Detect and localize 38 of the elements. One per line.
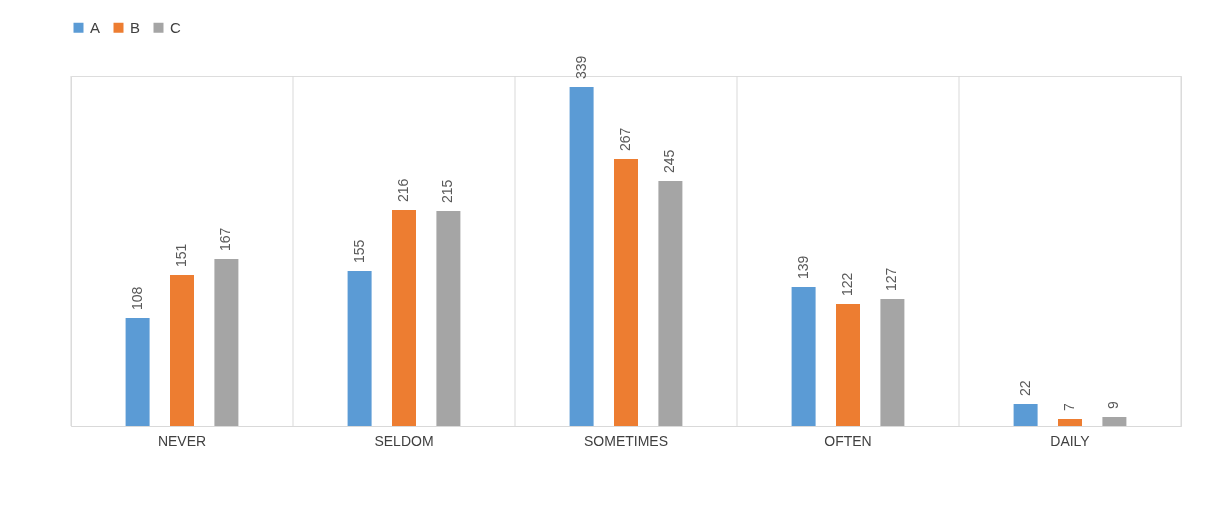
legend-label: C xyxy=(170,18,181,36)
x-tick-label: OFTEN xyxy=(824,432,872,449)
bar xyxy=(392,210,416,426)
x-tick-label: DAILY xyxy=(1050,432,1091,449)
data-label: 139 xyxy=(794,255,811,279)
x-tick-label: SELDOM xyxy=(374,432,434,449)
data-label: 339 xyxy=(572,55,589,79)
bar xyxy=(569,87,594,426)
legend-label: B xyxy=(130,18,141,36)
bar xyxy=(125,318,150,426)
bar xyxy=(836,304,860,426)
bar xyxy=(436,211,461,426)
data-label: 127 xyxy=(883,267,900,291)
bar xyxy=(1013,404,1038,426)
x-tick-label: NEVER xyxy=(157,432,207,449)
bar xyxy=(1058,419,1082,426)
data-label: 151 xyxy=(173,243,189,267)
x-tick-label: SOMETIMES xyxy=(583,432,669,449)
data-label: 122 xyxy=(839,272,855,296)
data-label: 108 xyxy=(128,286,145,310)
bar xyxy=(347,271,372,426)
data-label: 7 xyxy=(1061,403,1077,411)
bar xyxy=(170,275,194,426)
data-label: 215 xyxy=(439,179,456,203)
bar xyxy=(1102,417,1127,426)
bar xyxy=(658,181,683,426)
data-label: 9 xyxy=(1105,401,1122,409)
data-label: 267 xyxy=(617,127,633,151)
legend-label: A xyxy=(90,18,101,36)
data-label: 216 xyxy=(395,178,411,202)
bar xyxy=(880,299,905,426)
data-label: 167 xyxy=(217,227,234,251)
bar xyxy=(791,287,816,426)
data-label: 245 xyxy=(661,149,678,173)
bar xyxy=(214,259,239,426)
data-label: 155 xyxy=(350,239,367,263)
data-label: 22 xyxy=(1016,380,1033,396)
bar xyxy=(614,159,638,426)
